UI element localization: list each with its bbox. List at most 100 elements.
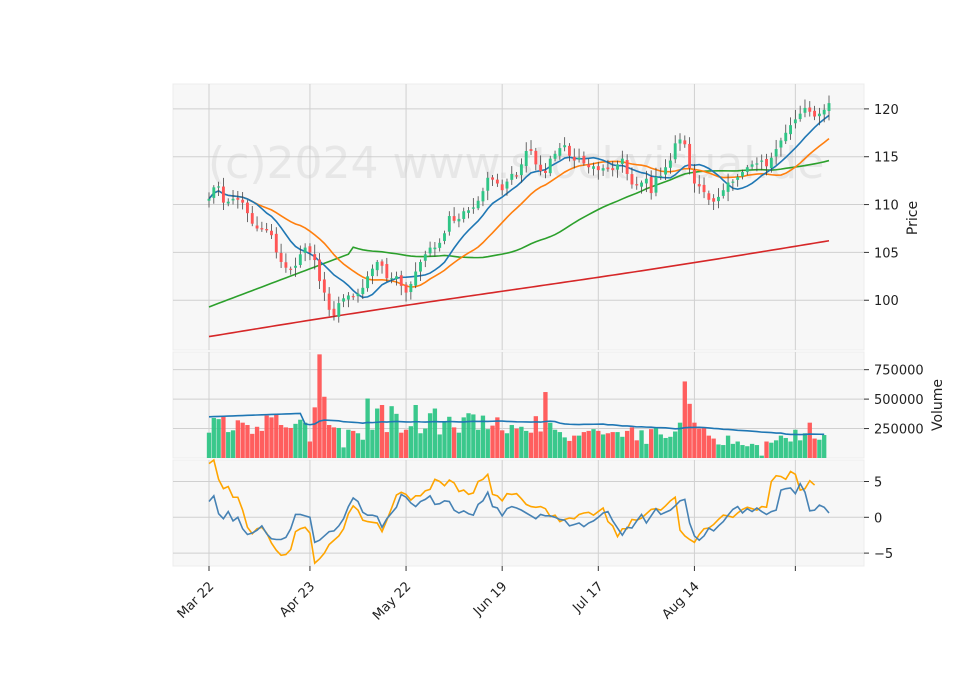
volume-bar	[514, 428, 519, 458]
candle-body	[217, 186, 221, 188]
oscillator-line-a	[208, 481, 830, 544]
candle-body	[813, 110, 817, 117]
candle-body	[428, 247, 432, 254]
volume-bar	[288, 427, 293, 458]
candle-body	[582, 155, 586, 164]
candle-body	[308, 246, 312, 253]
volume-bar	[317, 354, 322, 458]
volume-bar	[379, 405, 385, 458]
candle-body	[366, 276, 370, 289]
volume-bar	[692, 422, 697, 458]
candle-body	[385, 264, 389, 279]
volume-bar	[384, 432, 389, 458]
volume-bar	[283, 427, 289, 458]
candle-body	[250, 213, 254, 224]
volume-bar	[365, 398, 370, 458]
candle-body	[265, 229, 269, 231]
osc-ytick-label: −5	[874, 547, 893, 562]
candle-body	[620, 158, 624, 164]
volume-bar	[538, 431, 543, 458]
candle-body	[644, 178, 648, 184]
volume-bar	[466, 413, 471, 458]
candle-body	[692, 169, 696, 184]
candle-body	[717, 196, 720, 202]
x-tick-label: Apr 23	[277, 579, 318, 620]
volume-bar	[442, 421, 447, 458]
candle-body	[361, 287, 365, 295]
oscillator-panel	[172, 459, 865, 567]
candle-body	[798, 113, 802, 120]
volume-bar	[389, 406, 394, 458]
volume-bar	[269, 417, 274, 458]
candle-body	[476, 200, 480, 209]
candle-body	[779, 140, 783, 148]
volume-bar	[562, 437, 567, 458]
watermark: (c)2024 www.stockvisual.de	[208, 138, 824, 189]
price-ytick-label: 100	[874, 294, 899, 309]
volume-bar	[817, 439, 822, 458]
volume-bar	[370, 429, 375, 458]
volume-bar	[548, 422, 553, 458]
candle-body	[568, 145, 571, 156]
volume-bar	[355, 433, 361, 458]
candle-body	[664, 167, 668, 175]
candle-body	[563, 145, 567, 148]
candle-body	[745, 167, 749, 172]
volume-bar	[509, 425, 514, 458]
volume-bar	[485, 429, 490, 458]
volume-bar	[331, 427, 337, 458]
candle-body	[318, 259, 321, 282]
candle-body	[803, 107, 807, 113]
candle-body	[270, 230, 273, 236]
volume-bar	[682, 381, 687, 458]
price-ytick-label: 120	[874, 103, 899, 118]
volume-bar	[336, 427, 341, 458]
volume-bar	[543, 392, 548, 458]
candle-body	[298, 254, 302, 265]
candle-body	[289, 268, 293, 270]
volume-bar	[749, 443, 755, 458]
volume-bar	[307, 441, 313, 458]
volume-bar	[351, 430, 356, 458]
candle-body	[697, 184, 701, 187]
volume-bar	[403, 429, 409, 458]
candle-body	[606, 167, 610, 170]
candle-body	[630, 174, 634, 185]
volume-bar	[480, 415, 486, 458]
volume-bar	[639, 430, 644, 458]
candle-body	[505, 181, 509, 189]
candle-body	[765, 158, 768, 167]
candle-body	[294, 265, 297, 268]
candle-body	[327, 293, 331, 310]
candle-body	[601, 168, 605, 171]
candle-body	[616, 164, 619, 170]
volume-bar	[278, 425, 284, 458]
candle-body	[457, 218, 461, 222]
volume-bar	[822, 435, 827, 458]
volume-bar	[490, 425, 495, 458]
volume-bar	[461, 417, 466, 458]
volume-bar	[735, 441, 740, 458]
candle-body	[351, 296, 355, 298]
candle-body	[635, 184, 639, 186]
oscillator-line-b	[208, 458, 816, 565]
candle-body	[221, 186, 225, 203]
candle-body	[712, 198, 716, 202]
candle-body	[592, 166, 595, 169]
volume-bar	[629, 427, 635, 458]
price-panel	[172, 83, 865, 351]
candle-body	[726, 182, 730, 192]
candle-body	[817, 113, 821, 117]
volume-ytick-label: 750000	[874, 364, 924, 379]
volume-bar	[240, 422, 245, 458]
volume-bar	[778, 435, 784, 458]
candle-body	[443, 233, 446, 241]
volume-bar	[581, 432, 587, 458]
candle-body	[346, 295, 350, 300]
volume-bar	[673, 431, 678, 458]
volume-bar	[312, 407, 317, 458]
volume-bar	[360, 439, 365, 458]
volume-bar	[668, 436, 673, 458]
candle-body	[731, 181, 735, 183]
volume-bar	[264, 415, 269, 458]
